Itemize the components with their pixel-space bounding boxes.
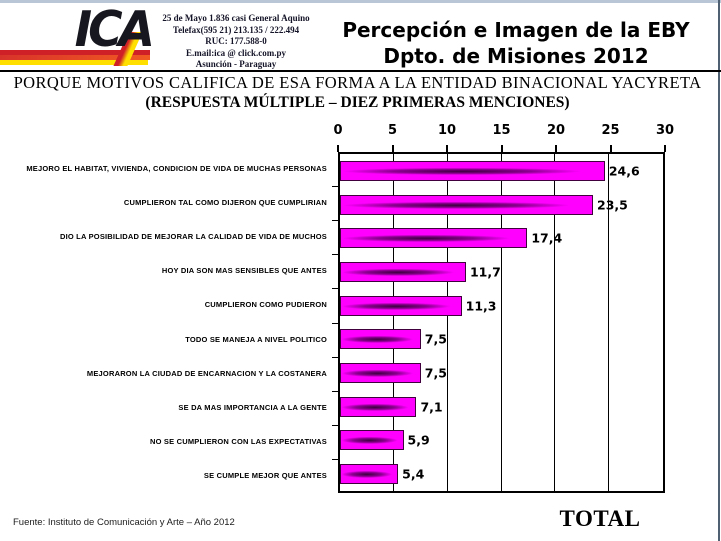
x-axis-tick-label: 0	[333, 123, 343, 138]
category-label: NO SE CUMPLIERON CON LAS EXPECTATIVAS	[150, 436, 327, 446]
company-contact-block: 25 de Mayo 1.836 casi General Aquino Tel…	[150, 13, 322, 71]
gridline	[500, 154, 502, 491]
x-axis-tick-label: 15	[492, 123, 511, 138]
bar-8	[340, 430, 404, 451]
chart-question: PORQUE MOTIVOS CALIFICA DE ESA FORMA A L…	[0, 73, 715, 112]
logo-stripe-red	[0, 50, 150, 55]
category-axis-ticks	[332, 152, 338, 493]
header-divider	[0, 70, 721, 72]
x-axis-tick-mark	[337, 145, 339, 152]
bar-7	[340, 396, 417, 417]
bar-value-label: 7,5	[424, 365, 447, 381]
category-tick-mark	[332, 186, 338, 188]
bar-value-label: 5,4	[402, 466, 425, 482]
x-axis-tick-label: 5	[387, 123, 398, 138]
category-label: HOY DIA SON MAS SENSIBLES QUE ANTES	[161, 266, 327, 276]
gridline	[608, 154, 610, 491]
logo-stripe-yellow	[0, 60, 148, 65]
chart-question-line2: (RESPUESTA MÚLTIPLE – DIEZ PRIMERAS MENC…	[145, 94, 570, 111]
x-axis-tick-mark	[446, 145, 448, 152]
gridline	[554, 154, 556, 491]
category-label: DIO LA POSIBILIDAD DE MEJORAR LA CALIDAD…	[59, 232, 327, 242]
contact-telefax: Telefax(595 21) 213.135 / 222.494	[172, 24, 300, 35]
bar-value-label: 24,6	[608, 163, 640, 179]
page-title-line2: Dpto. de Misiones 2012	[383, 44, 649, 68]
category-tick-mark	[332, 322, 338, 324]
x-axis-tick-label: 30	[655, 123, 675, 138]
bar-value-label: 7,1	[420, 399, 443, 415]
x-axis-tick-label: 25	[601, 123, 620, 138]
category-tick-mark	[332, 424, 338, 426]
source-note: Fuente: Instituto de Comunicación y Arte…	[13, 517, 235, 528]
page-title: Percepción e Imagen de la EBY Dpto. de M…	[322, 17, 710, 69]
category-label: MEJORARON LA CIUDAD DE ENCARNACION Y LA …	[86, 368, 327, 378]
contact-email: E.mail:ica @ click.com.py	[185, 47, 287, 58]
contact-address: 25 de Mayo 1.836 casi General Aquino	[162, 13, 310, 23]
x-axis: 0 5 10 15 20 25 30	[333, 123, 674, 152]
bar-value-label: 7,5	[424, 331, 447, 347]
x-axis-tick-mark	[555, 145, 557, 152]
contact-city: Asunción - Paraguay	[195, 59, 277, 70]
gridline	[446, 154, 448, 491]
category-tick-mark	[332, 288, 338, 290]
chart-question-line1: PORQUE MOTIVOS CALIFICA DE ESA FORMA A L…	[13, 73, 702, 92]
contact-ruc: RUC: 177.588-0	[205, 36, 267, 47]
ica-logo: ICA	[0, 5, 155, 68]
category-label: SE CUMPLE MEJOR QUE ANTES	[203, 470, 327, 480]
bar-0	[340, 160, 605, 181]
category-tick-mark	[332, 458, 338, 460]
category-axis-labels: MEJORO EL HABITAT, VIVIENDA, CONDICION D…	[0, 152, 332, 493]
page-title-line1: Percepción e Imagen de la EBY	[342, 18, 690, 42]
bar-value-label: 23,5	[597, 197, 628, 213]
bar-9	[340, 464, 399, 485]
bar-6	[340, 363, 421, 384]
x-axis-tick-label: 10	[437, 123, 457, 138]
bar-value-label: 17,4	[531, 230, 563, 246]
bar-2	[340, 228, 528, 249]
bar-value-label: 5,9	[407, 432, 430, 448]
x-axis-tick-label: 20	[546, 123, 566, 138]
window-right-edge	[718, 0, 720, 541]
category-label: CUMPLIERON TAL COMO DIJERON QUE CUMPLIRI…	[123, 198, 327, 208]
logo-text: ICA	[74, 0, 155, 59]
plot-area: 24,6 23,5 17,4 11,7 11,3 7,5 7,5 7,1 5,9 5,4	[338, 152, 665, 493]
category-tick-mark	[332, 254, 338, 256]
bar-value-label: 11,7	[469, 264, 501, 280]
category-label: SE DA MAS IMPORTANCIA A LA GENTE	[178, 402, 327, 412]
gridline	[392, 154, 394, 491]
category-tick-mark	[332, 220, 338, 222]
category-tick-mark	[332, 390, 338, 392]
x-axis-tick-mark	[500, 145, 503, 152]
category-label: CUMPLIERON COMO PUDIERON	[204, 300, 327, 310]
window-top-edge	[0, 0, 721, 3]
x-axis-tick-mark	[664, 145, 666, 152]
category-tick-mark	[332, 356, 338, 358]
x-axis-tick-mark	[609, 145, 612, 152]
bar-5	[340, 329, 421, 350]
x-axis-tick-mark	[391, 145, 394, 152]
bar-1	[340, 194, 594, 215]
bar-3	[340, 261, 466, 282]
category-label: TODO SE MANEJA A NIVEL POLITICO	[185, 334, 327, 344]
series-total-label: TOTAL	[559, 506, 641, 531]
bar-value-label: 11,3	[465, 298, 497, 314]
logo-stripe-orange	[0, 55, 150, 60]
category-label: MEJORO EL HABITAT, VIVIENDA, CONDICION D…	[26, 163, 327, 173]
bar-4	[340, 295, 462, 316]
